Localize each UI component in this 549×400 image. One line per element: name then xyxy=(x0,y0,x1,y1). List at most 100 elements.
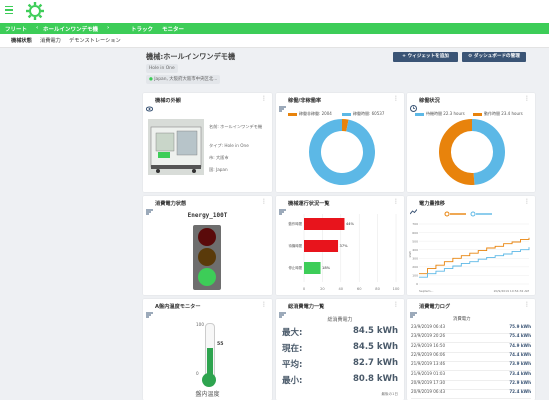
kebab-icon[interactable]: ⋮ xyxy=(524,95,530,102)
temp-value: 55 xyxy=(217,342,224,347)
card-title: 稼働状況 xyxy=(419,98,440,104)
stat-value: 80.8 kWh xyxy=(352,374,398,384)
stat-value: 84.5 kWh xyxy=(352,342,398,352)
legend-swatch xyxy=(473,112,482,116)
temp-min-label: 0 xyxy=(196,371,199,376)
utilization-donut-chart xyxy=(309,119,375,185)
donut-slice xyxy=(471,119,505,185)
kebab-icon[interactable]: ⋮ xyxy=(393,301,399,308)
machine-country-row: 国: Japan xyxy=(209,167,228,173)
kebab-icon[interactable]: ⋮ xyxy=(524,301,530,308)
list-icon xyxy=(279,97,286,116)
dashboard-settings-button[interactable]: ⚙ ダッシュボードの管理 xyxy=(462,52,526,62)
total-power-card: 総消費電力一覧 ⋮ 総消費電力 最大: 84.5 kWh 現在: 84.5 kWh 平均… xyxy=(276,299,404,400)
list-icon xyxy=(146,200,153,219)
y-tick-label: 300 xyxy=(412,256,418,260)
red-light xyxy=(198,228,216,246)
stat-label: 最大: xyxy=(282,328,303,338)
utilization-card: 稼働/非稼働率 ⋮ 稼働非稼働: 2004 稼働時間: 60537 xyxy=(276,93,404,192)
tag-text: Hole in One xyxy=(149,66,175,71)
kebab-icon[interactable]: ⋮ xyxy=(261,301,267,308)
nav-truck[interactable]: トラック xyxy=(131,27,154,33)
stat-label: 平均: xyxy=(282,360,303,370)
list-icon xyxy=(146,303,153,322)
x-start-label: Septem... xyxy=(419,289,434,293)
main-nav: フリート ‹ ホールインワンデモ機 › トラック モニター xyxy=(0,23,549,35)
nav-fleet[interactable]: フリート xyxy=(5,27,28,33)
legend-label: 稼働非稼働: xyxy=(299,111,321,116)
bar-value-label: 37% xyxy=(340,244,349,248)
log-value: 74.4 kWh xyxy=(509,351,531,357)
pin-icon: ● xyxy=(149,77,153,82)
tab-status[interactable]: 機械状態 xyxy=(11,38,32,44)
log-date: 23/9/2019 06:43 xyxy=(411,324,446,329)
legend-marker xyxy=(470,211,476,217)
temp-label: 盤内温度 xyxy=(195,391,220,398)
stat-label: 最小: xyxy=(282,376,303,386)
operation-card: 稼働状況 ⋮ 待機時間 22.3 hours 動作時間 23.4 hours xyxy=(407,93,535,192)
x-tick-label: 100 xyxy=(393,287,401,291)
trend-icon xyxy=(409,200,418,219)
y-tick-label: 700 xyxy=(412,222,418,226)
tab-power[interactable]: 消費電力 xyxy=(40,38,61,44)
card-title: A盤内温度モニター xyxy=(155,304,201,310)
legend-label: 稼働時間: xyxy=(353,111,371,116)
donut-slice xyxy=(309,119,375,185)
legend-bar xyxy=(450,213,466,215)
add-widget-button[interactable]: + ウィジェットを追加 xyxy=(393,52,458,62)
nav-machine[interactable]: ホールインワンデモ機 xyxy=(43,27,99,33)
machine-name: ホールインワンデモ機 xyxy=(220,124,263,129)
stat-value: 84.5 kWh xyxy=(352,326,398,336)
bar-label: 待機時間 xyxy=(288,243,302,248)
machine-image xyxy=(148,119,204,175)
menu-icon[interactable] xyxy=(5,6,13,16)
machine-overview-card: 機械の外観 ⋮ 名前: ホールインワンデモ機 タイプ: Hole in One … xyxy=(143,93,272,192)
device-name: Energy_100T xyxy=(187,212,228,219)
total-power-footer: 最後の1日 xyxy=(381,392,398,396)
machine-country: Japan xyxy=(215,167,228,172)
y-tick-label: 500 xyxy=(412,239,418,243)
card-title: 電力量推移 xyxy=(419,201,445,207)
country-label: 国: xyxy=(209,167,215,172)
kebab-icon[interactable]: ⋮ xyxy=(393,198,399,205)
thermometer-tube xyxy=(205,323,215,378)
kebab-icon[interactable]: ⋮ xyxy=(261,95,267,102)
power-log-card: 消費電力ログ ⋮ 消費電力 23/9/2019 06:43 75.9 kWh 23/… xyxy=(407,299,535,400)
power-log-header: 消費電力 xyxy=(453,317,471,322)
y-tick-label: 100 xyxy=(412,274,418,278)
legend-bar xyxy=(476,213,492,215)
legend-marker xyxy=(444,211,450,217)
breadcrumb-arrow-icon: ‹ xyxy=(36,25,39,31)
y-tick-label: 0 xyxy=(416,282,418,286)
machine-city: 大阪市 xyxy=(215,155,229,160)
log-value: 75.4 kWh xyxy=(509,333,531,339)
temperature-card: A盤内温度モニター ⋮ 100 0 55 盤内温度 xyxy=(143,299,272,400)
dashboard-settings-label: ダッシュボードの管理 xyxy=(473,54,520,59)
stat-label: 現在: xyxy=(282,344,303,354)
kebab-icon[interactable]: ⋮ xyxy=(524,198,530,205)
log-value: 73.9 kWh xyxy=(509,361,531,367)
kebab-icon[interactable]: ⋮ xyxy=(393,95,399,102)
tab-demo[interactable]: デモンストレーション xyxy=(69,38,121,44)
log-row: 21/9/2019 13:46 73.9 kWh xyxy=(411,361,531,372)
power-state-card: 消費電力状態 ⋮ Energy_100T xyxy=(143,196,272,295)
log-row: 20/9/2019 17:30 72.9 kWh xyxy=(411,380,531,390)
thermometer-fill xyxy=(207,347,213,377)
list-icon xyxy=(279,200,286,219)
run-status-card: 機械運行状況一覧 ⋮ 0 20 40 60 80 100 動作時間 44% 待機時間 37% 停止時… xyxy=(276,196,404,295)
bar-value-label: 44% xyxy=(346,222,355,226)
log-value: 73.4 kWh xyxy=(509,370,531,376)
gear-icon: ⚙ xyxy=(468,54,473,59)
log-date: 21/9/2019 13:46 xyxy=(411,361,446,367)
machine-type-tag: Hole in One xyxy=(146,64,178,73)
log-date: 22/9/2019 16:50 xyxy=(411,342,446,348)
card-title: 消費電力ログ xyxy=(419,304,451,310)
location-tag[interactable]: ● Japan, 大阪府大阪市中央区北... xyxy=(146,75,221,84)
total-power-row: 最大: 84.5 kWh xyxy=(282,326,398,340)
kebab-icon[interactable]: ⋮ xyxy=(261,198,267,205)
stat-value: 82.7 kWh xyxy=(352,358,398,368)
log-value: 75.9 kWh xyxy=(509,324,531,329)
power-trend-line-chart: 700 600 500 400 300 200 100 0 kWh Septem... 20/9/2… xyxy=(408,211,530,293)
legend-value: 60537 xyxy=(371,111,385,116)
total-power-row: 平均: 82.7 kWh xyxy=(282,358,398,372)
